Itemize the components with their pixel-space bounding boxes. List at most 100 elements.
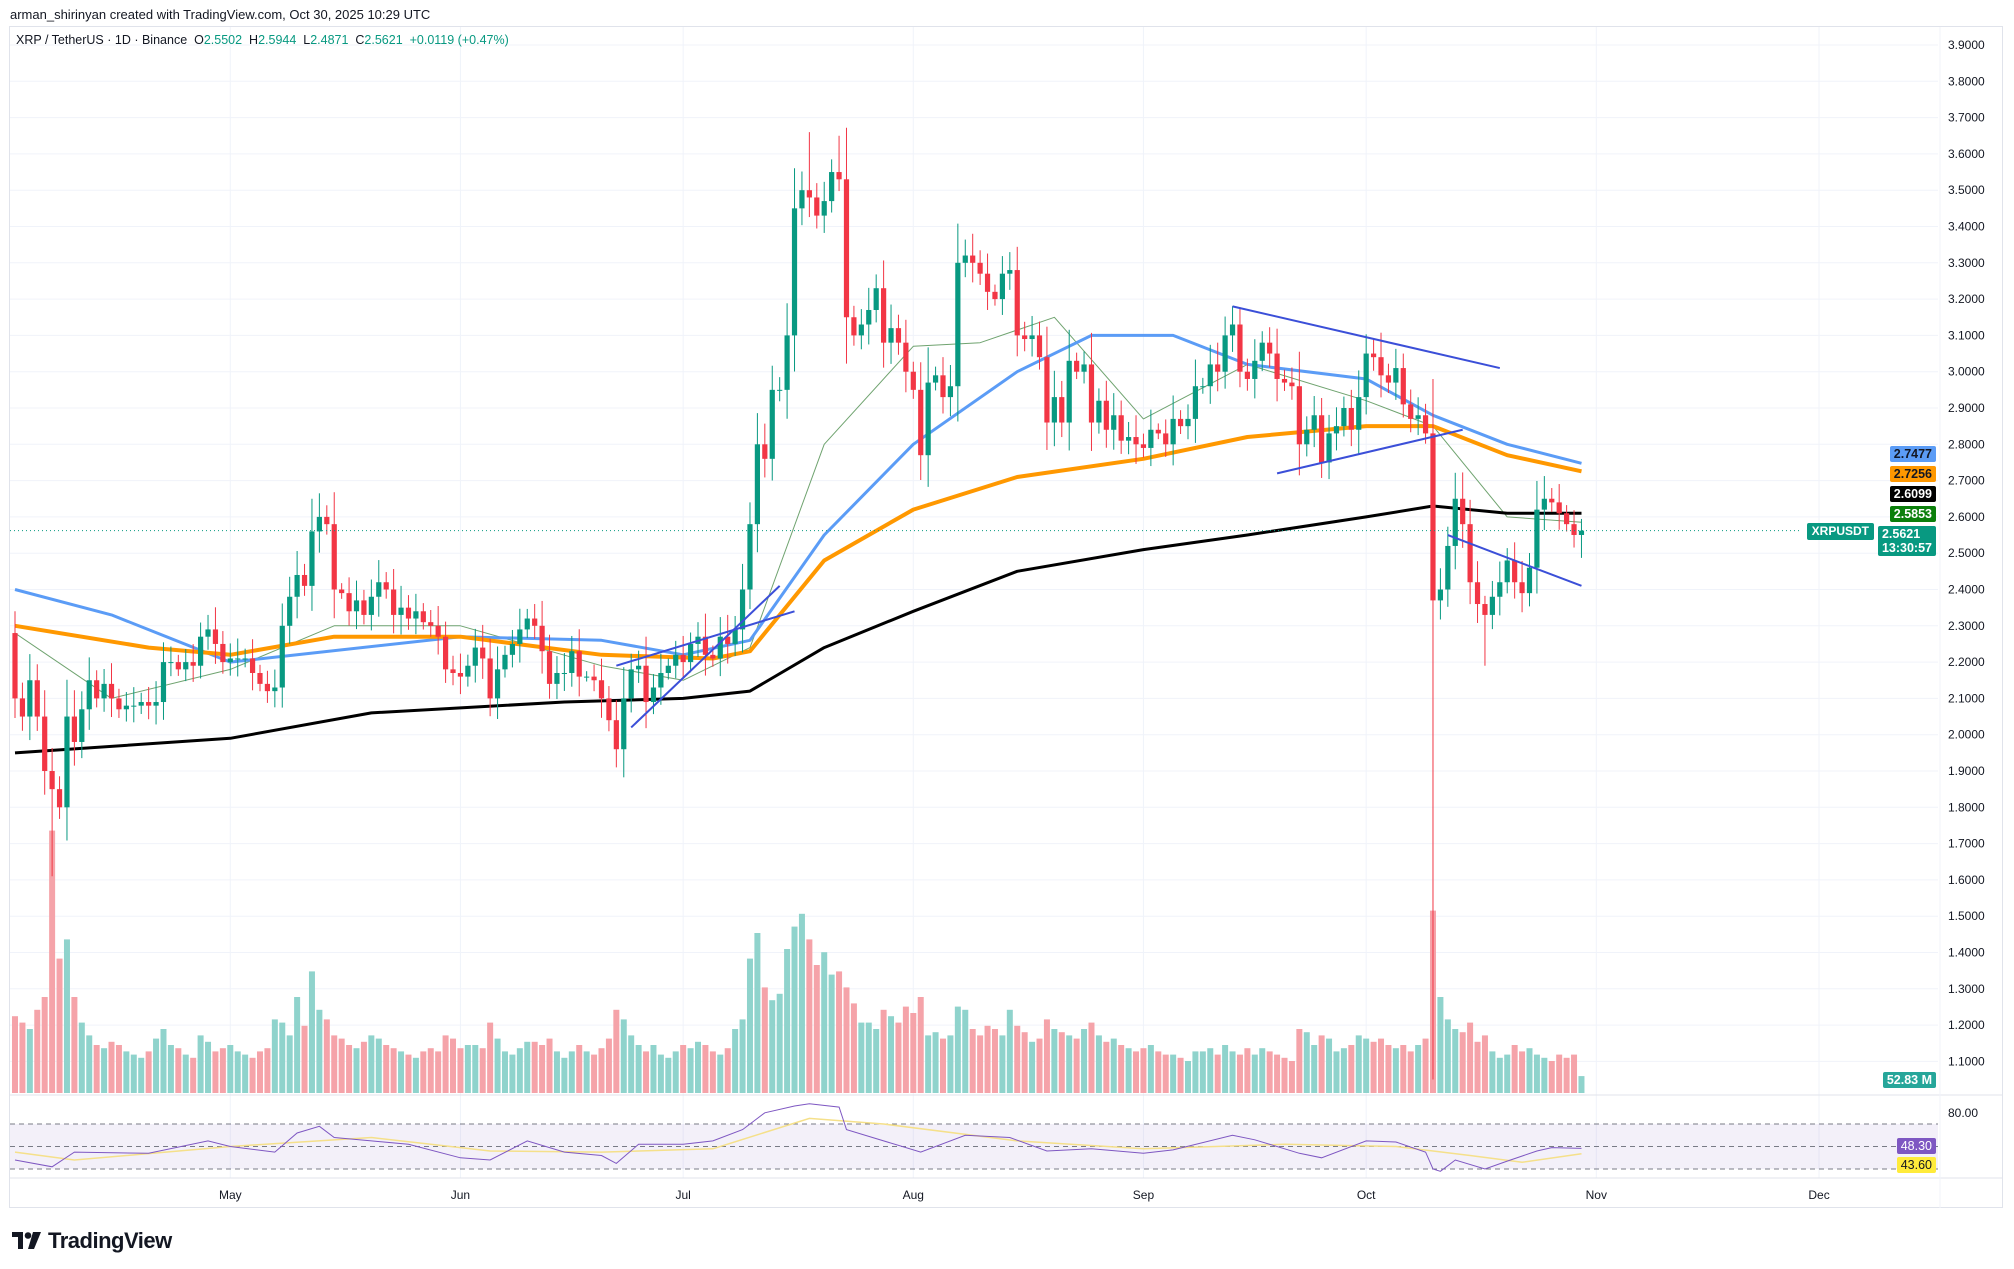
- volume-bar: [375, 1038, 382, 1093]
- candle-body: [1534, 509, 1540, 568]
- volume-bar: [568, 1051, 575, 1093]
- candle-body: [962, 255, 968, 263]
- candle-body: [710, 654, 716, 659]
- trendline: [616, 610, 795, 667]
- price-tick-label: 3.3000: [1948, 256, 1985, 270]
- volume-bar: [450, 1038, 457, 1093]
- candle-body: [687, 643, 694, 663]
- volume-bar: [761, 987, 768, 1093]
- candle-body: [866, 309, 872, 325]
- candle-body: [1274, 353, 1280, 379]
- candle-body: [955, 262, 961, 387]
- volume-bar: [524, 1041, 531, 1093]
- candle-body: [198, 636, 204, 666]
- candle-body: [361, 600, 367, 615]
- volume-bar: [138, 1057, 145, 1093]
- volume-bar: [242, 1054, 249, 1093]
- candle-body: [1118, 415, 1124, 441]
- candle-body: [1474, 582, 1481, 605]
- volume-bar: [1452, 1029, 1459, 1093]
- volume-bar: [353, 1048, 360, 1093]
- candle-body: [183, 662, 189, 670]
- price-tick-label: 2.8000: [1948, 437, 1985, 451]
- volume-bar: [709, 1051, 716, 1093]
- candle-body: [636, 665, 642, 670]
- volume-bar: [917, 997, 924, 1093]
- volume-bar: [1051, 1029, 1058, 1093]
- tradingview-logo[interactable]: TradingView: [12, 1228, 172, 1254]
- volume-bar: [724, 1048, 731, 1093]
- volume-bar: [472, 1045, 479, 1093]
- volume-bar: [457, 1048, 464, 1093]
- volume-bar: [1311, 1045, 1318, 1093]
- volume-bar: [754, 933, 761, 1093]
- volume-bar: [732, 1029, 739, 1093]
- volume-bar: [821, 952, 828, 1093]
- candle-body: [1512, 560, 1518, 583]
- ma200-line: [14, 504, 1582, 755]
- candle-body: [1363, 353, 1369, 398]
- volume-bar: [657, 1054, 664, 1093]
- candle-body: [324, 516, 330, 525]
- candle-body: [598, 680, 605, 699]
- candle-body: [1378, 357, 1384, 376]
- candle-body: [383, 582, 389, 590]
- candle-body: [94, 680, 100, 699]
- candle-body: [1452, 498, 1458, 546]
- candle-body: [1304, 429, 1310, 445]
- ma50-line: [14, 333, 1582, 664]
- price-tick-label: 1.5000: [1948, 909, 1985, 923]
- candle-body: [212, 629, 219, 644]
- volume-bar: [1415, 1045, 1422, 1093]
- candle-body: [146, 702, 152, 706]
- volume-bar: [101, 1048, 108, 1093]
- time-tick-label: Dec: [1808, 1188, 1829, 1202]
- volume-bar: [464, 1045, 471, 1093]
- volume-bar: [1489, 1051, 1496, 1093]
- volume-bar: [501, 1051, 508, 1093]
- volume-bar: [19, 1022, 26, 1093]
- volume-bar: [999, 1035, 1006, 1093]
- candle-body: [806, 190, 812, 198]
- candle-body: [79, 709, 85, 742]
- candle-body: [873, 288, 879, 310]
- price-tick-label: 3.1000: [1948, 328, 1985, 342]
- volume-bar: [227, 1045, 234, 1093]
- volume-bar: [1229, 1051, 1236, 1093]
- volume-bar: [539, 1045, 546, 1093]
- volume-bar: [1348, 1045, 1355, 1093]
- volume-bar: [338, 1038, 345, 1093]
- volume-bar: [1318, 1035, 1325, 1093]
- candle-body: [747, 524, 753, 590]
- price-tick-label: 1.8000: [1948, 800, 1985, 814]
- candle-body: [1578, 530, 1585, 535]
- price-tick-label: 3.8000: [1948, 74, 1985, 88]
- volume-bar: [561, 1057, 568, 1093]
- volume-bar: [323, 1019, 330, 1093]
- candle-body: [1207, 364, 1213, 387]
- candle-body: [836, 172, 842, 180]
- candle-body: [316, 516, 322, 532]
- candle-body: [1370, 353, 1377, 358]
- price-tick-label: 2.3000: [1948, 619, 1985, 633]
- candle-body: [1348, 408, 1354, 430]
- volume-bar: [442, 1035, 449, 1093]
- candle-body: [428, 622, 434, 626]
- volume-bar: [813, 965, 820, 1093]
- candle-body: [1096, 400, 1102, 423]
- candle-body: [339, 589, 345, 594]
- volume-bar: [264, 1048, 271, 1093]
- volume-bar: [1296, 1029, 1303, 1093]
- volume-bar: [1541, 1057, 1548, 1093]
- volume-bar: [583, 1051, 590, 1093]
- volume-bar: [316, 1009, 323, 1093]
- volume-bar: [271, 1019, 278, 1093]
- volume-bar: [954, 1006, 961, 1093]
- candle-body: [123, 705, 129, 710]
- volume-bar: [1496, 1057, 1503, 1093]
- time-tick-label: Jun: [451, 1188, 470, 1202]
- candle-body: [940, 375, 946, 398]
- volume-bar: [932, 1032, 939, 1093]
- candle-body: [1267, 342, 1273, 354]
